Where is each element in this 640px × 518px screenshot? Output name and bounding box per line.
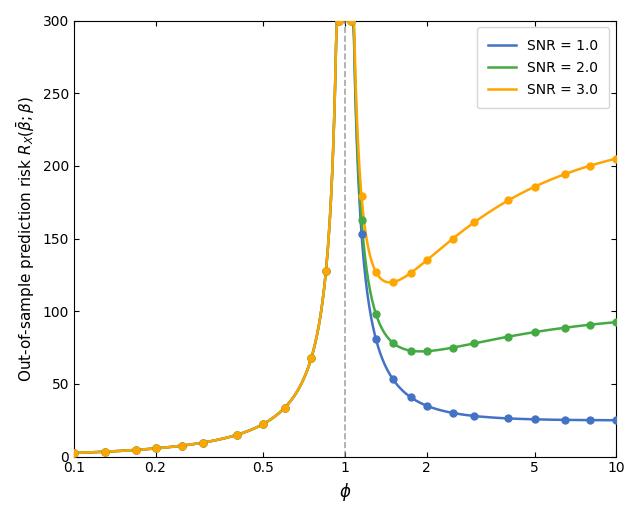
- Line: SNR = 2.0: SNR = 2.0: [347, 21, 616, 351]
- SNR = 2.0: [344, 18, 351, 24]
- X-axis label: $\phi$: $\phi$: [339, 481, 351, 503]
- SNR = 2.0: [504, 334, 512, 340]
- SNR = 3.0: [343, 18, 351, 24]
- SNR = 1.0: [503, 415, 511, 422]
- Legend: SNR = 1.0, SNR = 2.0, SNR = 3.0: SNR = 1.0, SNR = 2.0, SNR = 3.0: [477, 27, 609, 108]
- SNR = 3.0: [503, 198, 511, 204]
- SNR = 1.0: [587, 417, 595, 423]
- SNR = 1.0: [343, 18, 351, 24]
- SNR = 3.0: [588, 162, 596, 168]
- Line: SNR = 3.0: SNR = 3.0: [347, 21, 616, 282]
- SNR = 2.0: [612, 319, 620, 325]
- SNR = 3.0: [344, 18, 351, 24]
- SNR = 1.0: [570, 417, 578, 423]
- Line: SNR = 1.0: SNR = 1.0: [347, 21, 616, 420]
- SNR = 1.0: [344, 18, 351, 24]
- SNR = 2.0: [588, 321, 596, 327]
- SNR = 2.0: [571, 323, 579, 329]
- SNR = 1.0: [612, 417, 620, 423]
- SNR = 3.0: [386, 279, 394, 285]
- SNR = 2.0: [343, 18, 351, 24]
- SNR = 3.0: [571, 167, 579, 174]
- SNR = 2.0: [417, 348, 424, 354]
- SNR = 2.0: [503, 334, 511, 340]
- SNR = 3.0: [509, 195, 516, 201]
- SNR = 3.0: [612, 155, 620, 162]
- SNR = 3.0: [504, 197, 512, 204]
- SNR = 1.0: [508, 415, 515, 422]
- SNR = 2.0: [509, 333, 516, 339]
- SNR = 1.0: [502, 415, 510, 422]
- Y-axis label: Out-of-sample prediction risk $R_X(\bar{\beta}; \beta)$: Out-of-sample prediction risk $R_X(\bar{…: [15, 96, 37, 381]
